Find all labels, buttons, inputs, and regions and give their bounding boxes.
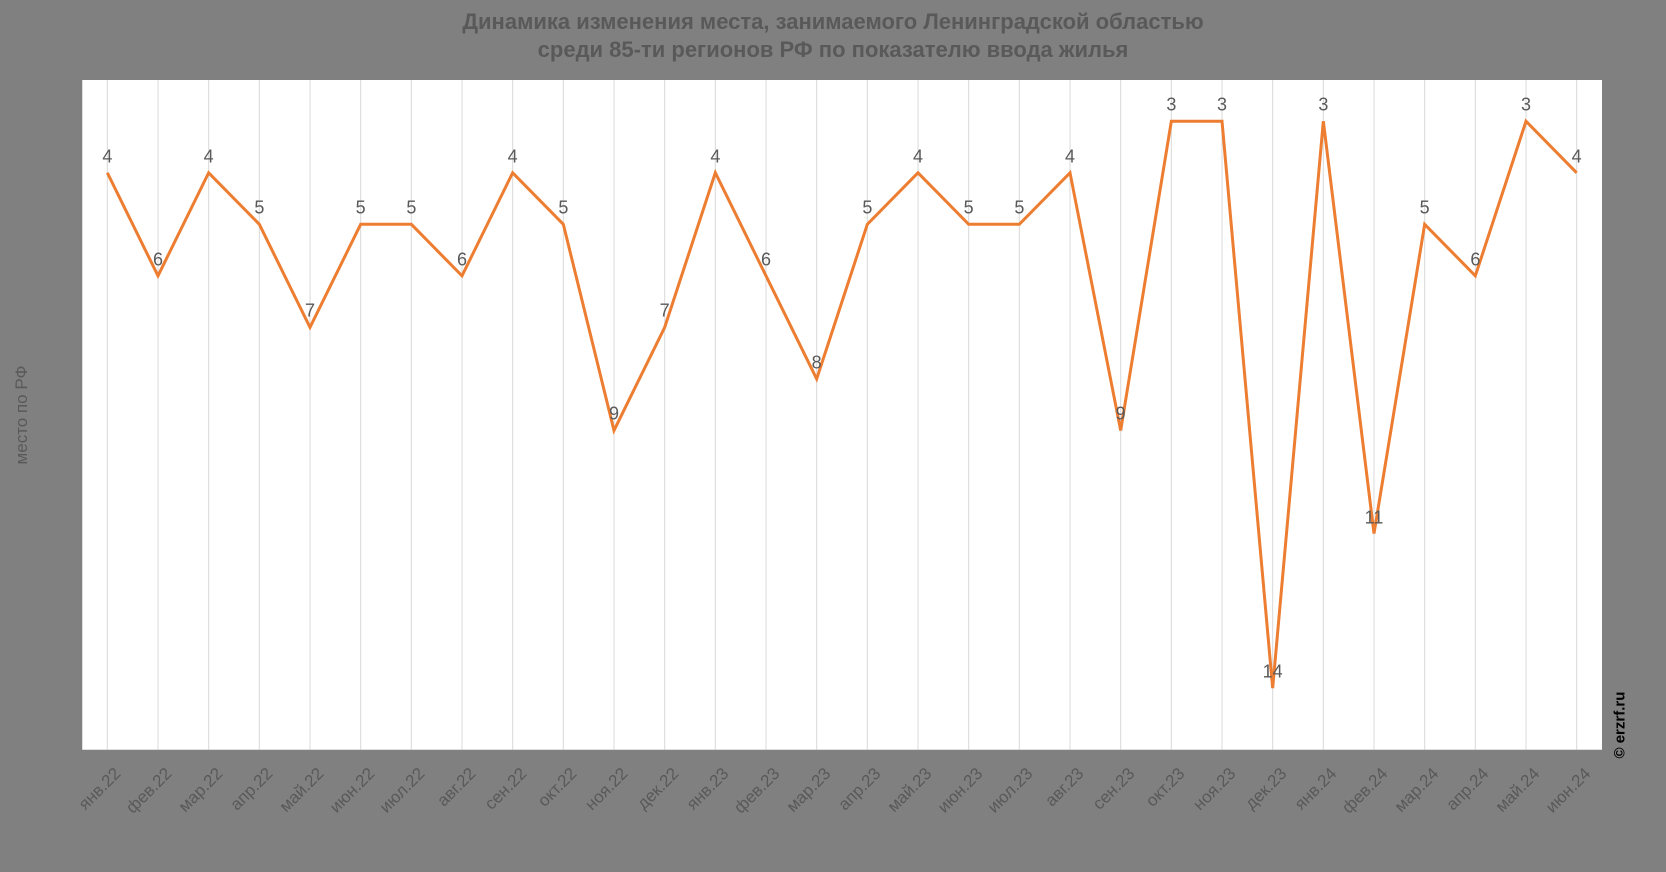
data-label: 5 xyxy=(406,198,416,219)
x-tick-label: июл.23 xyxy=(984,764,1037,817)
x-tick-label: янв.23 xyxy=(683,764,733,814)
data-label: 6 xyxy=(1470,249,1480,270)
x-tick-label: сен.22 xyxy=(481,764,531,814)
data-label: 3 xyxy=(1318,95,1328,116)
x-tick-label: июл.22 xyxy=(376,764,429,817)
x-tick-label: янв.24 xyxy=(1291,764,1341,814)
watermark: © erzrf.ru xyxy=(1612,679,1629,759)
data-label: 11 xyxy=(1365,507,1384,528)
data-label: 5 xyxy=(1014,198,1024,219)
x-tick-label: авг.23 xyxy=(1041,764,1088,811)
plot-svg xyxy=(82,80,1602,750)
x-tick-label: июн.24 xyxy=(1542,764,1595,817)
x-tick-label: мар.22 xyxy=(174,764,226,816)
data-label: 5 xyxy=(964,198,974,219)
data-label: 5 xyxy=(254,198,264,219)
title-line-2: среди 85-ти регионов РФ по показателю вв… xyxy=(538,37,1129,62)
x-tick-label: янв.22 xyxy=(75,764,125,814)
data-label: 4 xyxy=(204,146,214,167)
data-label: 5 xyxy=(862,198,872,219)
data-label: 14 xyxy=(1263,662,1283,683)
data-label: 7 xyxy=(660,301,670,322)
data-label: 4 xyxy=(913,146,923,167)
data-label: 4 xyxy=(508,146,518,167)
x-tick-label: окт.22 xyxy=(534,764,581,811)
x-tick-label: апр.24 xyxy=(1443,764,1494,815)
x-tick-label: дек.23 xyxy=(1241,764,1291,814)
x-tick-label: май.23 xyxy=(884,764,937,817)
data-label: 3 xyxy=(1217,95,1227,116)
x-tick-label: ноя.23 xyxy=(1189,764,1240,815)
x-tick-label: сен.23 xyxy=(1089,764,1139,814)
x-tick-label: дек.22 xyxy=(633,764,683,814)
x-tick-label: фев.23 xyxy=(730,764,784,818)
x-tick-label: апр.22 xyxy=(227,764,278,815)
data-label: 6 xyxy=(457,249,467,270)
data-label: 4 xyxy=(1572,146,1582,167)
data-label: 9 xyxy=(1116,404,1126,425)
data-label: 7 xyxy=(305,301,315,322)
data-label: 9 xyxy=(609,404,619,425)
plot-area xyxy=(82,80,1602,750)
y-axis-label: место по РФ xyxy=(12,355,32,475)
data-label: 3 xyxy=(1166,95,1176,116)
chart-container: Динамика изменения места, занимаемого Ле… xyxy=(0,0,1666,872)
x-tick-label: май.24 xyxy=(1492,764,1545,817)
x-tick-label: июн.22 xyxy=(326,764,379,817)
data-label: 6 xyxy=(153,249,163,270)
data-label: 8 xyxy=(812,352,822,373)
x-tick-label: фев.22 xyxy=(122,764,176,818)
data-label: 4 xyxy=(1065,146,1075,167)
title-line-1: Динамика изменения места, занимаемого Ле… xyxy=(462,9,1203,34)
data-label: 6 xyxy=(761,249,771,270)
x-tick-label: окт.23 xyxy=(1142,764,1189,811)
data-label: 4 xyxy=(710,146,720,167)
x-tick-label: июн.23 xyxy=(934,764,987,817)
x-tick-label: мар.23 xyxy=(782,764,834,816)
chart-title: Динамика изменения места, занимаемого Ле… xyxy=(0,8,1666,63)
data-label: 5 xyxy=(558,198,568,219)
x-tick-label: авг.22 xyxy=(433,764,480,811)
data-label: 4 xyxy=(102,146,112,167)
x-tick-label: мар.24 xyxy=(1390,764,1442,816)
x-tick-label: ноя.22 xyxy=(581,764,632,815)
x-tick-label: апр.23 xyxy=(835,764,886,815)
x-tick-label: май.22 xyxy=(276,764,329,817)
x-tick-label: фев.24 xyxy=(1338,764,1392,818)
data-label: 5 xyxy=(1420,198,1430,219)
data-label: 3 xyxy=(1521,95,1531,116)
data-label: 5 xyxy=(356,198,366,219)
